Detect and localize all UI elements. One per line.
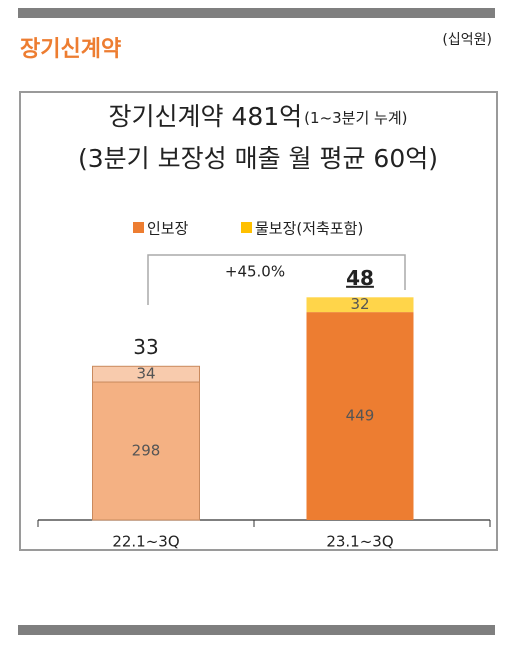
chart-subtitle: (3분기 보장성 매출 월 평균 60억) [78,144,438,173]
bottom-rule [18,625,495,635]
growth-bracket [147,254,406,305]
value-label: 449 [346,407,375,425]
bar-segment [306,297,414,313]
x-tick-label: 23.1~3Q [326,533,393,551]
legend-label: 인보장 [147,220,189,238]
legend-swatch [241,222,252,233]
total-label: 48 [346,266,374,290]
annotation: +45.0% [225,263,285,281]
value-label: 32 [350,295,369,313]
unit-label: (십억원) [442,32,492,48]
legend-swatch [133,222,144,233]
chart-frame [19,91,498,551]
value-label: 34 [136,365,155,383]
bar-segment [92,365,200,383]
legend-label: 물보장(저축포함) [255,220,363,238]
total-label: 33 [133,335,158,359]
top-rule [18,8,495,18]
section-title: 장기신계약 [20,37,121,62]
x-tick-label: 22.1~3Q [112,533,179,551]
value-label: 298 [132,442,161,460]
chart-title: 장기신계약 481억 (1~3분기 누계) [109,102,408,131]
title-main: 장기신계약 481억 [109,102,303,131]
bar-segment [306,312,414,520]
title-note: (1~3분기 누계) [304,109,407,127]
